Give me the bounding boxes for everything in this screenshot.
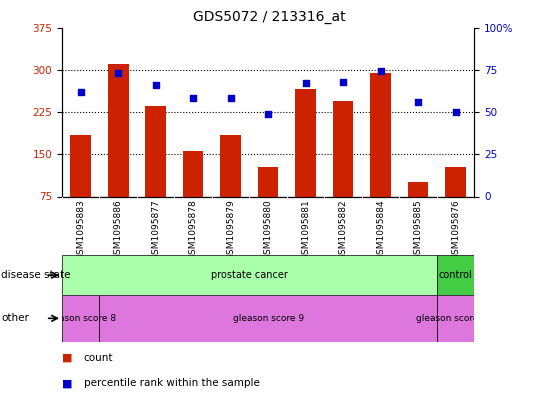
- Point: [451, 109, 460, 115]
- Bar: [437, 295, 474, 342]
- Point: [226, 95, 235, 102]
- Bar: [333, 101, 354, 196]
- Bar: [295, 90, 316, 196]
- Bar: [108, 64, 128, 196]
- Text: GSM1095879: GSM1095879: [226, 199, 235, 260]
- Point: [376, 68, 385, 75]
- Text: count: count: [84, 353, 113, 363]
- Text: prostate cancer: prostate cancer: [211, 270, 288, 280]
- Text: gleason score 8: gleason score 8: [45, 314, 116, 323]
- Text: GSM1095876: GSM1095876: [451, 199, 460, 260]
- Text: GSM1095880: GSM1095880: [264, 199, 273, 260]
- Point: [301, 80, 310, 86]
- Text: GSM1095878: GSM1095878: [189, 199, 198, 260]
- Bar: [437, 255, 474, 295]
- Bar: [71, 134, 91, 196]
- Text: GSM1095881: GSM1095881: [301, 199, 310, 260]
- Text: GSM1095884: GSM1095884: [376, 199, 385, 260]
- Text: other: other: [1, 313, 29, 323]
- Text: GSM1095886: GSM1095886: [114, 199, 123, 260]
- Point: [189, 95, 197, 102]
- Bar: [220, 134, 241, 196]
- Bar: [445, 167, 466, 196]
- Bar: [408, 182, 429, 196]
- Bar: [146, 107, 166, 196]
- Text: GSM1095882: GSM1095882: [338, 199, 348, 260]
- Point: [114, 70, 122, 76]
- Text: ■: ■: [62, 378, 72, 388]
- Bar: [258, 167, 279, 196]
- Text: disease state: disease state: [1, 270, 71, 280]
- Point: [414, 99, 423, 105]
- Point: [77, 88, 85, 95]
- Bar: [62, 295, 100, 342]
- Text: GSM1095883: GSM1095883: [76, 199, 85, 260]
- Text: GSM1095885: GSM1095885: [413, 199, 423, 260]
- Bar: [183, 151, 204, 196]
- Text: GSM1095877: GSM1095877: [151, 199, 160, 260]
- Text: GDS5072 / 213316_at: GDS5072 / 213316_at: [193, 10, 346, 24]
- Text: ■: ■: [62, 353, 72, 363]
- Point: [264, 110, 273, 117]
- Text: percentile rank within the sample: percentile rank within the sample: [84, 378, 259, 388]
- Text: gleason score 9: gleason score 9: [233, 314, 303, 323]
- Point: [151, 82, 160, 88]
- Text: control: control: [439, 270, 473, 280]
- Point: [339, 79, 348, 85]
- Bar: [370, 73, 391, 196]
- Bar: [100, 295, 437, 342]
- Text: gleason score n/a: gleason score n/a: [416, 314, 495, 323]
